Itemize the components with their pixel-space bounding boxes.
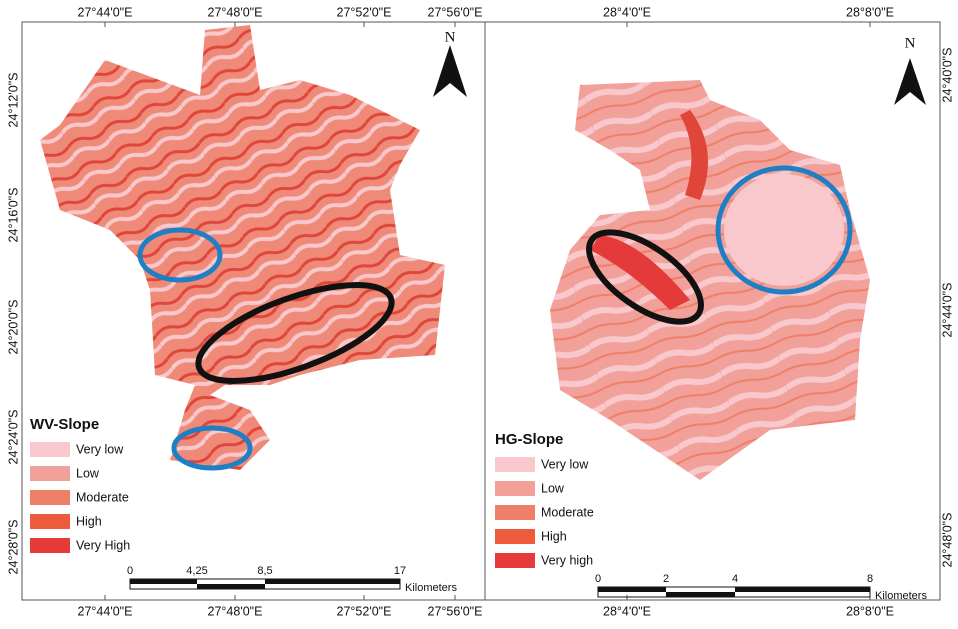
low-slope-zone [724,174,844,286]
bottom-coordinate-label: 28°4'0"E [603,604,651,618]
side-coordinate-label: 24°24'0"S [6,410,20,465]
bottom-coordinate-label: 27°48'0"E [208,604,263,618]
legend-label: Moderate [76,490,129,504]
north-label: N [905,35,916,51]
top-coordinate-label: 27°44'0"E [78,5,133,19]
scale-bar-segment [130,579,197,584]
scale-bar-segment [265,579,400,584]
north-arrow [433,45,467,97]
bottom-coordinate-label: 27°52'0"E [337,604,392,618]
legend-swatch [495,505,535,520]
bottom-coordinate-label: 28°8'0"E [846,604,894,618]
legend-title: HG-Slope [495,431,563,448]
legend-label: Moderate [541,505,594,519]
scale-label: 8 [867,573,873,585]
legend-label: High [76,514,102,528]
north-arrow [894,58,926,105]
scale-label: 8,5 [257,565,272,577]
scale-unit: Kilometers [405,582,457,594]
legend-swatch [495,481,535,496]
side-coordinate-label: 24°12'0"S [6,73,20,128]
legend-swatch [495,529,535,544]
scale-label: 4 [732,573,738,585]
legend-swatch [495,553,535,568]
legend-swatch [30,490,70,505]
legend-swatch [30,514,70,529]
bottom-coordinate-label: 27°44'0"E [78,604,133,618]
legend-label: Very High [76,538,130,552]
legend-title: WV-Slope [30,416,99,433]
side-coordinate-label: 24°40'0"S [940,48,954,103]
legend-label: High [541,529,567,543]
bottom-coordinate-label: 27°56'0"E [428,604,483,618]
legend-label: Low [541,481,565,495]
legend-label: Very low [541,457,589,471]
scale-bar-segment [598,587,666,592]
legend-label: Very low [76,442,124,456]
scale-unit: Kilometers [875,590,927,602]
top-coordinate-label: 27°56'0"E [428,5,483,19]
side-coordinate-label: 24°16'0"S [6,188,20,243]
top-coordinate-label: 27°48'0"E [208,5,263,19]
scale-label: 2 [663,573,669,585]
scale-bar-segment [666,592,735,597]
figure: 27°44'0"E 27°48'0"E 27°52'0"E 27°56'0"E 27°4… [0,0,958,624]
scale-bar-segment [197,584,265,589]
top-coordinate-label: 28°8'0"E [846,5,894,19]
scale-label: 17 [394,565,406,577]
side-coordinate-label: 24°28'0"S [6,520,20,575]
legend-swatch [30,538,70,553]
scale-label: 0 [595,573,601,585]
legend-swatch [30,442,70,457]
top-coordinate-label: 28°4'0"E [603,5,651,19]
legend-label: Low [76,466,100,480]
side-coordinate-label: 24°48'0"S [940,513,954,568]
wv-slope-map [40,25,445,470]
scale-label: 0 [127,565,133,577]
legend-swatch [495,457,535,472]
scale-bar-segment [735,587,870,592]
legend-swatch [30,466,70,481]
side-coordinate-label: 24°44'0"S [940,283,954,338]
north-label: N [445,29,456,45]
side-coordinate-label: 24°20'0"S [6,300,20,355]
top-coordinate-label: 27°52'0"E [337,5,392,19]
legend-label: Very high [541,553,593,567]
scale-label: 4,25 [186,565,207,577]
